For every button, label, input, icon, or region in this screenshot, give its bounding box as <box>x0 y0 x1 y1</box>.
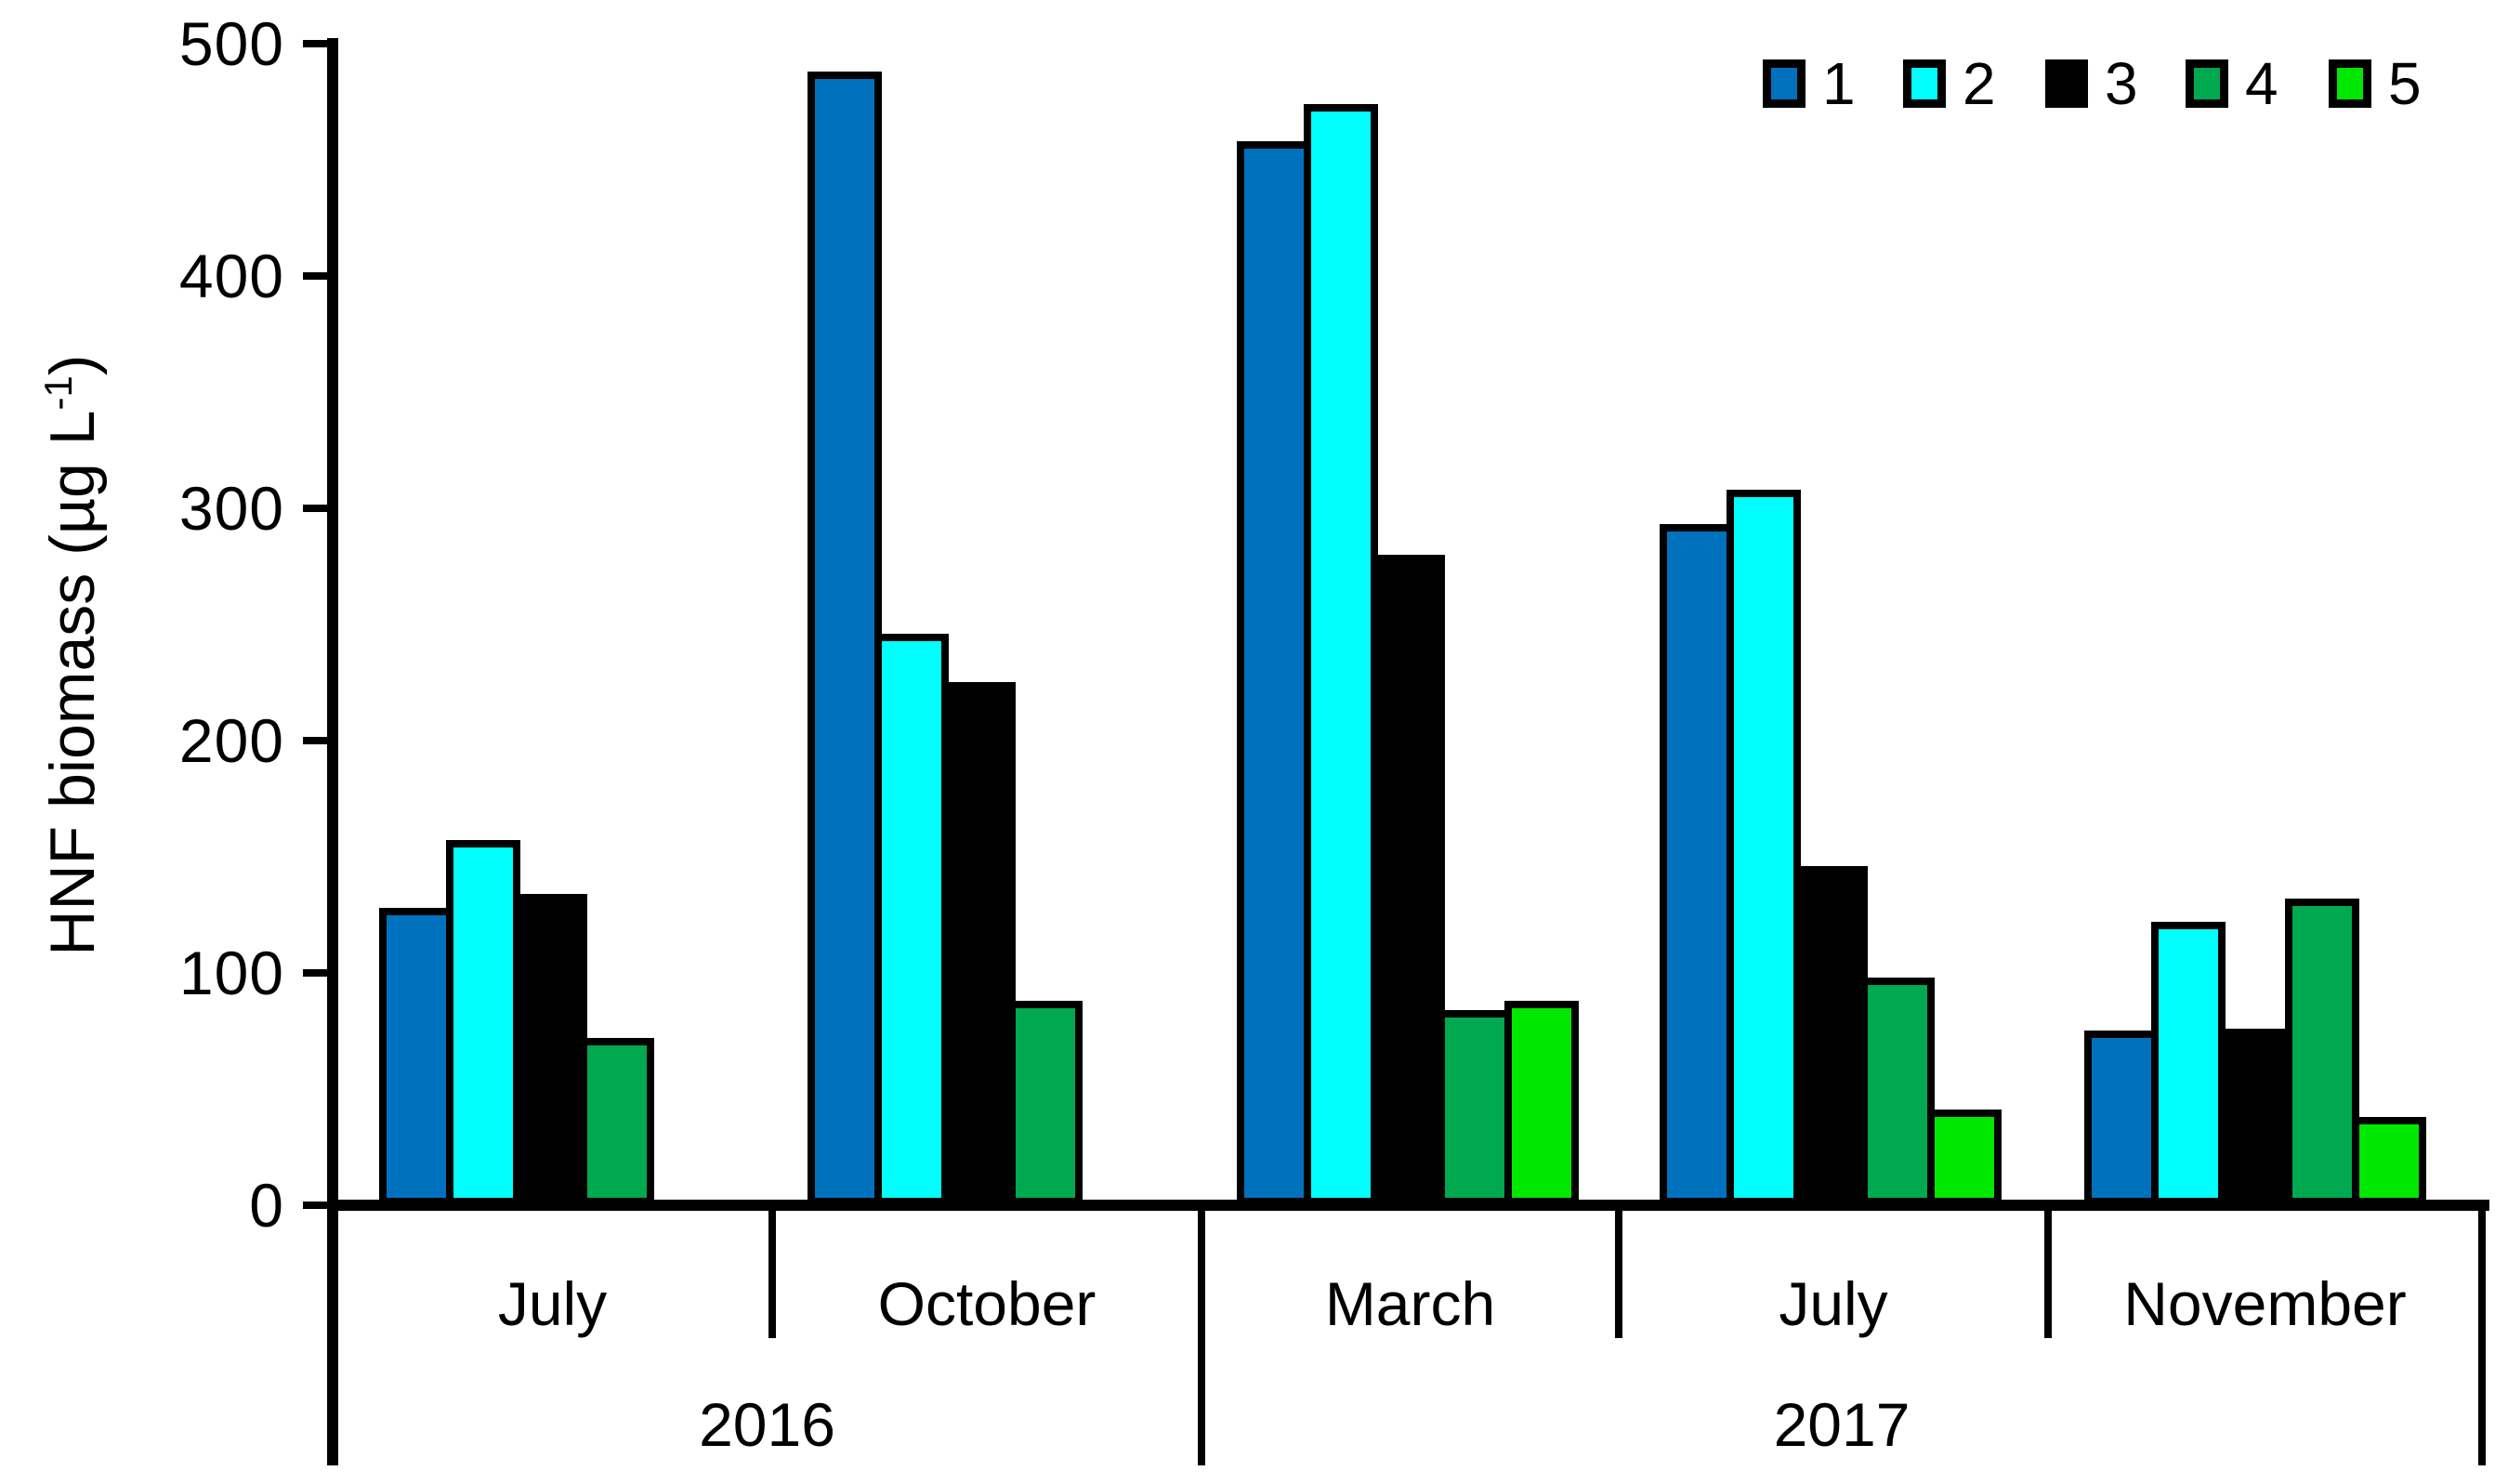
legend-label-3: 3 <box>2105 50 2138 117</box>
legend-swatch-1 <box>1763 59 1805 108</box>
y-tick-mark <box>303 1202 327 1209</box>
bar-july-2017-series-3 <box>1793 866 1868 1205</box>
x-axis-baseline <box>327 1200 2489 1211</box>
legend-swatch-5 <box>2329 59 2371 108</box>
legend-item-5: 5 <box>2329 54 2422 113</box>
legend-label-4: 4 <box>2245 50 2278 117</box>
y-tick-mark <box>303 969 327 977</box>
bar-november-2017-series-1 <box>2084 1031 2159 1205</box>
month-label-july-2017: July <box>1779 1269 1888 1338</box>
y-tick-label: 0 <box>249 1171 284 1240</box>
y-tick-label: 400 <box>178 242 284 310</box>
bar-november-2017-series-5 <box>2352 1117 2426 1205</box>
month-label-november-2017: November <box>2123 1269 2407 1338</box>
month-label-october-2016: October <box>877 1269 1096 1338</box>
year-separator <box>1198 1205 1205 1465</box>
y-tick-mark <box>303 505 327 512</box>
bar-july-2016-series-4 <box>580 1038 654 1205</box>
legend-label-2: 2 <box>1963 50 1996 117</box>
bar-march-2017-series-4 <box>1438 1010 1512 1205</box>
y-tick-label: 100 <box>178 939 284 1007</box>
bar-november-2017-series-3 <box>2218 1029 2292 1205</box>
bar-july-2017-series-2 <box>1727 490 1801 1205</box>
legend-item-3: 3 <box>2045 54 2138 113</box>
legend-item-2: 2 <box>1903 54 1996 113</box>
month-separator <box>768 1205 776 1338</box>
bar-july-2016-series-2 <box>446 840 520 1205</box>
legend-swatch-3 <box>2045 59 2088 108</box>
legend-item-1: 1 <box>1763 54 1856 113</box>
bar-november-2017-series-2 <box>2151 922 2226 1205</box>
year-label-2017: 2017 <box>1773 1390 1911 1459</box>
bar-october-2016-series-2 <box>874 634 949 1205</box>
bar-july-2016-series-1 <box>379 908 453 1205</box>
legend-item-4: 4 <box>2186 54 2278 113</box>
year-label-2016: 2016 <box>699 1390 835 1459</box>
y-tick-mark <box>303 737 327 744</box>
legend-swatch-2 <box>1903 59 1946 108</box>
bar-march-2017-series-3 <box>1371 555 1445 1205</box>
bar-july-2016-series-3 <box>513 894 587 1205</box>
y-axis-title-superscript: -1 <box>36 375 80 411</box>
bar-october-2016-series-3 <box>941 682 1016 1205</box>
bar-october-2016-series-1 <box>808 72 882 1205</box>
bar-march-2017-series-1 <box>1237 141 1311 1205</box>
bar-july-2017-series-1 <box>1660 524 1734 1205</box>
y-tick-label: 300 <box>178 474 284 543</box>
year-separator <box>2478 1205 2486 1465</box>
y-tick-mark <box>303 40 327 47</box>
bar-march-2017-series-2 <box>1304 104 1378 1205</box>
bar-july-2017-series-4 <box>1860 978 1935 1205</box>
month-label-july-2016: July <box>497 1269 608 1338</box>
bar-november-2017-series-4 <box>2285 899 2359 1205</box>
y-tick-mark <box>303 272 327 280</box>
bar-july-2017-series-5 <box>1927 1110 2002 1205</box>
month-separator <box>2044 1205 2052 1338</box>
legend-swatch-4 <box>2186 59 2228 108</box>
bar-march-2017-series-5 <box>1504 1001 1579 1205</box>
bar-october-2016-series-4 <box>1008 1001 1083 1205</box>
y-tick-label: 500 <box>178 9 284 78</box>
y-axis-line <box>327 38 338 1465</box>
legend-label-5: 5 <box>2388 50 2422 117</box>
y-axis-title: HNF biomass (µg L-1) <box>36 354 109 955</box>
month-separator <box>1615 1205 1622 1338</box>
y-axis-title-close: ) <box>37 354 108 376</box>
legend-label-1: 1 <box>1822 50 1856 117</box>
y-tick-label: 200 <box>178 706 284 775</box>
month-label-march-2017: March <box>1324 1269 1496 1338</box>
